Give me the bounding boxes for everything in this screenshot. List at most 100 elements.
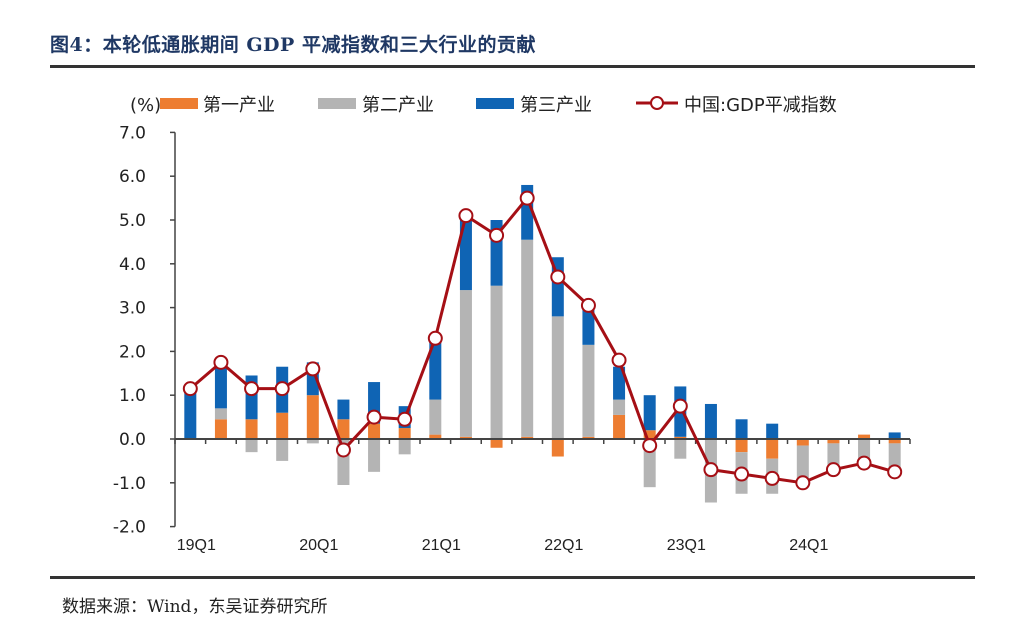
- bar-1-21Q1: [429, 434, 442, 439]
- x-tick-label: 20Q1: [299, 537, 338, 554]
- x-tick-label: 21Q1: [422, 537, 461, 554]
- bar-3-19Q1: [184, 390, 197, 439]
- bar-1-24Q1: [796, 439, 809, 446]
- bar-3-23Q3: [735, 419, 748, 439]
- bar-1-23Q4: [766, 439, 779, 459]
- bar-1-23Q3: [735, 439, 748, 453]
- bar-2-21Q1: [429, 399, 442, 435]
- x-tick-label: 19Q1: [177, 537, 216, 554]
- bar-1-20Q4: [398, 428, 411, 439]
- y-tick-label: 0.0: [119, 430, 146, 450]
- gdp-deflator-point-21Q3: [489, 227, 505, 243]
- gdp-deflator-point-20Q3: [366, 409, 382, 425]
- bar-3-22Q4: [643, 395, 656, 431]
- bar-2-24Q1: [796, 445, 809, 483]
- legend-swatch-2: [318, 98, 356, 109]
- gdp-deflator-point-24Q3: [856, 455, 872, 471]
- x-tick-label: 24Q1: [789, 537, 828, 554]
- gdp-deflator-line: [182, 190, 903, 491]
- bar-1-19Q2: [214, 419, 227, 439]
- y-axis: 7.0 6.0 5.0 4.0 3.0 2.0 1.0 0.0 -1.0 -2.0: [113, 123, 176, 538]
- bar-3-23Q2: [704, 403, 717, 439]
- gdp-deflator-point-22Q3: [611, 352, 627, 368]
- gdp-deflator-point-22Q2: [580, 297, 596, 313]
- bar-1-24Q4: [888, 439, 901, 444]
- gdp-deflator-point-20Q2: [335, 442, 351, 458]
- bar-2-23Q1: [674, 439, 687, 459]
- bar-2-21Q3: [490, 285, 503, 439]
- bar-1-19Q3: [245, 419, 258, 439]
- y-tick-label: 3.0: [119, 299, 146, 319]
- legend-label-2: 第二产业: [362, 95, 434, 116]
- y-tick-label: 6.0: [119, 167, 146, 187]
- bar-3-21Q2: [459, 215, 472, 291]
- y-tick-label: 4.0: [119, 255, 146, 275]
- gdp-deflator-point-24Q4: [887, 464, 903, 480]
- legend-swatch-3: [476, 98, 514, 109]
- legend-marker: [650, 96, 664, 110]
- gdp-deflator-point-23Q3: [734, 466, 750, 482]
- gdp-deflator-point-23Q1: [672, 398, 688, 414]
- bar-1-20Q1: [306, 395, 319, 439]
- x-tick-label: 22Q1: [544, 537, 583, 554]
- gdp-deflator-point-24Q1: [795, 475, 811, 491]
- y-tick-label: 5.0: [119, 211, 146, 231]
- bar-1-22Q3: [613, 414, 626, 439]
- y-tick-label: 1.0: [119, 386, 146, 406]
- gdp-deflator-point-20Q4: [397, 411, 413, 427]
- bar-3-19Q2: [214, 362, 227, 409]
- bar-3-24Q4: [888, 432, 901, 439]
- bar-2-22Q1: [551, 316, 564, 439]
- bar-1-20Q3: [368, 423, 381, 439]
- legend-swatch-1: [160, 98, 198, 109]
- bar-2-19Q3: [245, 439, 258, 453]
- bar-1-19Q4: [276, 412, 289, 439]
- gdp-deflator-point-22Q4: [642, 438, 658, 454]
- gdp-deflator-point-19Q4: [274, 381, 290, 397]
- bar-1-21Q2: [459, 436, 472, 439]
- gdp-deflator-point-23Q2: [703, 462, 719, 478]
- x-axis: 19Q1 20Q1 21Q1 22Q1 23Q1 24Q1: [174, 438, 911, 554]
- bar-3-21Q1: [429, 340, 442, 400]
- bar-2-21Q4: [521, 239, 534, 437]
- gdp-deflator-point-24Q2: [825, 462, 841, 478]
- bar-3-23Q4: [766, 423, 779, 439]
- gdp-deflator-point-22Q1: [550, 269, 566, 285]
- bar-3-22Q2: [582, 307, 595, 345]
- bottom-rule: [50, 576, 975, 579]
- top-rule: [50, 65, 975, 68]
- chart: (%) 第一产业 第二产业 第三产业 中国:GDP平减指数 7.0 6.0 5.0 4.0 3…: [113, 95, 911, 554]
- bar-1-22Q2: [582, 436, 595, 439]
- bar-1-22Q4: [643, 430, 656, 439]
- bar-1-21Q3: [490, 439, 503, 448]
- gdp-deflator-point-23Q4: [764, 470, 780, 486]
- x-tick-label: 23Q1: [667, 537, 706, 554]
- bar-1-23Q1: [674, 436, 687, 439]
- bar-1-22Q1: [551, 439, 564, 457]
- bars: [184, 184, 901, 503]
- bar-2-22Q2: [582, 344, 595, 437]
- gdp-deflator-point-19Q3: [244, 381, 260, 397]
- bar-3-20Q2: [337, 399, 350, 420]
- bar-1-20Q2: [337, 419, 350, 439]
- gdp-deflator-point-21Q4: [519, 190, 535, 206]
- gdp-deflator-point-19Q2: [213, 354, 229, 370]
- chart-title: 图4：本轮低通胀期间 GDP 平减指数和三大行业的贡献: [50, 34, 536, 56]
- bar-2-19Q4: [276, 439, 289, 461]
- bar-1-24Q2: [827, 439, 840, 444]
- source-note: 数据来源：Wind，东吴证券研究所: [62, 597, 328, 617]
- bar-2-21Q2: [459, 290, 472, 437]
- bar-2-20Q3: [368, 439, 381, 472]
- legend-label-gdp-deflator: 中国:GDP平减指数: [684, 95, 837, 116]
- y-unit-label: (%): [130, 95, 161, 116]
- legend-label-1: 第一产业: [203, 95, 275, 116]
- bar-2-24Q4: [888, 443, 901, 472]
- bar-2-20Q1: [306, 439, 319, 444]
- gdp-deflator-point-20Q1: [305, 361, 321, 377]
- legend-label-3: 第三产业: [520, 95, 592, 116]
- bar-1-24Q3: [858, 434, 871, 439]
- bar-1-21Q4: [521, 436, 534, 439]
- bar-2-20Q4: [398, 439, 411, 455]
- gdp-deflator-point-21Q1: [427, 330, 443, 346]
- legend: (%) 第一产业 第二产业 第三产业 中国:GDP平减指数: [130, 95, 837, 116]
